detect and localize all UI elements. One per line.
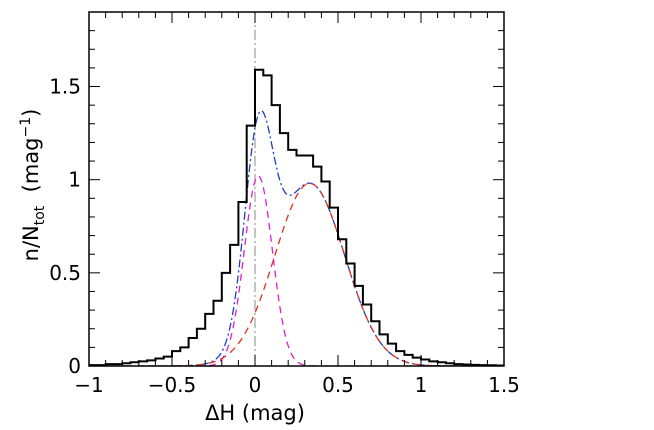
- histogram-bin: [313, 167, 321, 366]
- histogram-bin: [247, 126, 255, 366]
- histogram-bin: [413, 358, 421, 366]
- histogram-bin: [380, 334, 388, 366]
- histogram-bin: [147, 360, 155, 366]
- histogram-bin: [355, 286, 363, 366]
- histogram-bin: [255, 70, 263, 366]
- histogram-bin: [371, 321, 379, 366]
- histogram-bin: [388, 344, 396, 366]
- histogram-bin: [230, 245, 238, 366]
- histogram-bin: [197, 329, 205, 366]
- x-axis-label: ΔH (mag): [205, 401, 305, 425]
- y-tick-label: 0.5: [49, 261, 81, 285]
- histogram-bin: [205, 314, 213, 366]
- y-tick-label: 1: [68, 168, 81, 192]
- y-axis-label-main: n/N: [19, 225, 43, 261]
- histogram-bin: [338, 239, 346, 366]
- y-tick-label: 1.5: [49, 75, 81, 99]
- histogram-bin: [321, 182, 329, 366]
- axes: −1 −0.5 0 0.5 1 1.5 0 0.5 1 1.5: [49, 11, 520, 397]
- histogram-bin: [222, 273, 230, 366]
- histogram-bin: [330, 208, 338, 366]
- histogram-bin: [280, 133, 288, 366]
- histogram-bin: [305, 155, 313, 366]
- y-axis-label: n/Ntot (mag−1): [18, 109, 48, 262]
- histogram-bin: [263, 75, 271, 366]
- histogram-bin: [164, 357, 172, 366]
- y-axis-label-unit-open: (mag: [19, 138, 43, 206]
- y-tick-label: 0: [68, 354, 81, 378]
- histogram-bin: [396, 351, 404, 366]
- y-axis-label-unit-sup: −1: [18, 117, 34, 138]
- x-tick-label: 0.5: [322, 373, 354, 397]
- x-tick-label: 1.5: [488, 373, 520, 397]
- histogram-bin: [346, 264, 354, 366]
- plot-frame: [88, 11, 505, 367]
- histogram-bin: [189, 338, 197, 366]
- histogram-bin: [214, 301, 222, 366]
- histogram-bin: [404, 355, 412, 366]
- histogram-bin: [155, 359, 163, 366]
- histogram-bin: [297, 155, 305, 366]
- x-tick-label: −1: [74, 373, 103, 397]
- histogram-bin: [288, 150, 296, 366]
- x-tick-label: 0: [249, 373, 262, 397]
- x-tick-label: 1: [415, 373, 428, 397]
- histogram-bin: [272, 105, 280, 366]
- y-axis-label-sub: tot: [32, 205, 48, 225]
- histogram-bin: [172, 351, 180, 366]
- histogram-bin: [238, 202, 246, 366]
- x-tick-label: −0.5: [148, 373, 197, 397]
- y-axis-label-unit-close: ): [19, 109, 43, 117]
- series-broad-curve: [89, 182, 504, 366]
- histogram-bin: [363, 305, 371, 366]
- histogram-bin: [421, 359, 429, 366]
- plot-area: [89, 12, 504, 366]
- histogram-bin: [180, 347, 188, 366]
